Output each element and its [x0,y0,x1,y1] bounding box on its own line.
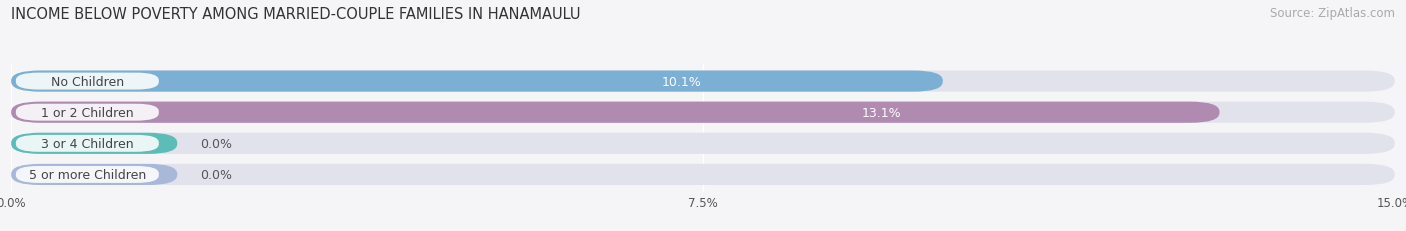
FancyBboxPatch shape [11,133,1395,154]
FancyBboxPatch shape [11,102,1219,123]
Text: 3 or 4 Children: 3 or 4 Children [41,137,134,150]
FancyBboxPatch shape [11,71,943,92]
FancyBboxPatch shape [15,73,159,90]
Text: 10.1%: 10.1% [662,75,702,88]
FancyBboxPatch shape [15,104,159,121]
Text: 13.1%: 13.1% [862,106,901,119]
Text: No Children: No Children [51,75,124,88]
FancyBboxPatch shape [15,135,159,152]
Text: 0.0%: 0.0% [200,168,232,181]
FancyBboxPatch shape [11,102,1395,123]
Text: 5 or more Children: 5 or more Children [28,168,146,181]
FancyBboxPatch shape [11,164,177,185]
FancyBboxPatch shape [11,71,1395,92]
Text: 1 or 2 Children: 1 or 2 Children [41,106,134,119]
Text: 0.0%: 0.0% [200,137,232,150]
Text: INCOME BELOW POVERTY AMONG MARRIED-COUPLE FAMILIES IN HANAMAULU: INCOME BELOW POVERTY AMONG MARRIED-COUPL… [11,7,581,22]
FancyBboxPatch shape [15,166,159,183]
FancyBboxPatch shape [11,164,1395,185]
FancyBboxPatch shape [11,133,177,154]
Text: Source: ZipAtlas.com: Source: ZipAtlas.com [1270,7,1395,20]
